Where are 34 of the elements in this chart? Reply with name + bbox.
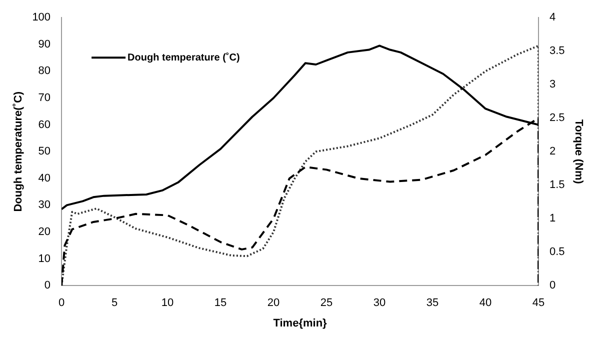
y2-tick-label: 3.5 — [550, 45, 565, 58]
x-axis-title: Time{min} — [273, 317, 328, 330]
x-tick-label: 25 — [320, 297, 333, 310]
x-tick-label: 20 — [267, 297, 280, 310]
legend-label: Dough temperature (˚C) — [128, 51, 240, 64]
y2-axis-title: Torque (Nm) — [572, 119, 584, 184]
y2-tick-label: 3 — [550, 78, 556, 91]
y2-tick-label: 1 — [550, 212, 556, 225]
x-tick-label: 0 — [58, 297, 65, 310]
x-tick-label: 30 — [373, 297, 386, 310]
y-tick-label: 0 — [44, 280, 51, 292]
x-tick-label: 40 — [479, 297, 492, 310]
x-tick-label: 10 — [161, 297, 174, 310]
x-tick-label: 35 — [426, 297, 439, 310]
y-tick-label: 90 — [38, 38, 51, 50]
x-tick-label: 5 — [111, 297, 118, 310]
y2-tick-label: 0 — [550, 280, 556, 292]
x-tick-label: 15 — [214, 297, 227, 310]
y-tick-label: 30 — [38, 199, 51, 212]
y-tick-label: 50 — [38, 146, 51, 158]
y-tick-label: 20 — [38, 226, 51, 238]
y2-tick-label: 1.5 — [550, 179, 565, 192]
y-tick-label: 40 — [38, 172, 51, 184]
y2-tick-label: 0.5 — [550, 246, 565, 258]
y-tick-label: 10 — [38, 252, 51, 265]
y2-tick-label: 2.5 — [550, 112, 565, 124]
y-axis-title: Dough temperature(˚C) — [12, 91, 25, 212]
y-tick-label: 100 — [32, 12, 51, 24]
y2-tick-label: 4 — [550, 12, 556, 24]
y-tick-label: 60 — [38, 118, 51, 131]
y-tick-label: 70 — [38, 92, 51, 104]
y-tick-label: 80 — [38, 65, 51, 78]
x-tick-label: 45 — [532, 297, 545, 310]
y2-tick-label: 2 — [550, 146, 556, 158]
